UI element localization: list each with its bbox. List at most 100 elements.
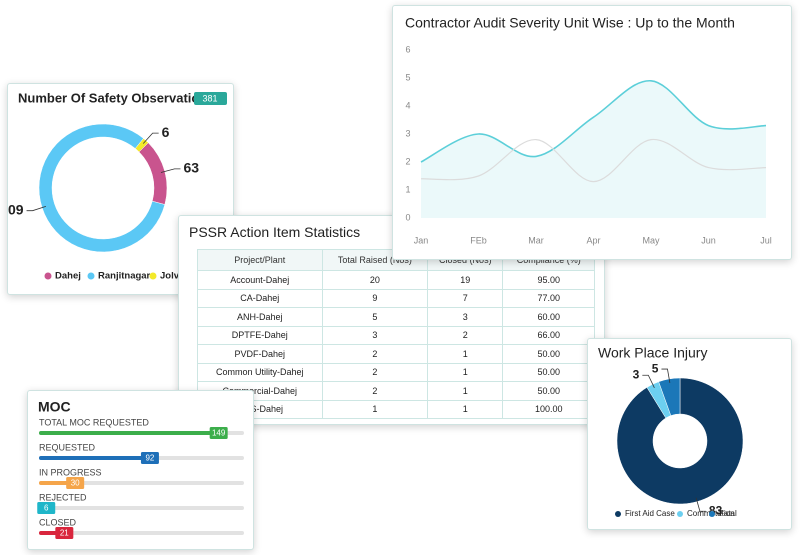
table-cell: 7	[427, 288, 504, 308]
chart-title: Contractor Audit Severity Unit Wise : Up…	[405, 15, 735, 31]
table-cell: DPTFE-Dahej	[197, 325, 323, 345]
x-tick-label: Jun	[701, 235, 716, 245]
table-cell: 2	[321, 362, 429, 382]
table-cell: 2	[321, 344, 429, 364]
chart-title: MOC	[38, 399, 71, 415]
table-cell: 3	[427, 307, 504, 327]
table-cell: Common Utility-Dahej	[197, 362, 323, 382]
table-row: CA-Dahej 9 7 77.00	[197, 288, 595, 308]
table-cell: 1	[427, 381, 504, 401]
legend-swatch	[615, 511, 621, 517]
table-cell: 9	[321, 288, 429, 308]
value-badge	[140, 452, 159, 464]
bar-label: CLOSED	[39, 517, 77, 527]
table-cell: 1	[427, 399, 504, 419]
leader-line	[661, 368, 671, 383]
legend-swatch	[677, 511, 683, 517]
moc-chart: MOC TOTAL MOC REQUESTED 149 REQUESTED 92 IN P…	[37, 399, 244, 539]
table-cell: 1	[427, 344, 504, 364]
leader-line	[695, 497, 706, 512]
value-badge	[37, 502, 56, 514]
bar	[39, 481, 76, 485]
x-tick-label: FEb	[470, 235, 487, 245]
legend-label: Dahej	[55, 271, 81, 282]
bar-track	[39, 506, 244, 510]
table-cell: 50.00	[502, 381, 595, 401]
table-row: CMS-Dahej 1 1 100.00	[197, 399, 595, 419]
bar-label: IN PROGRESS	[39, 467, 102, 477]
audit-card: Contractor Audit Severity Unit Wise : Up…	[392, 5, 792, 260]
legend-swatch	[44, 272, 52, 280]
donut-slice	[38, 123, 166, 253]
legend-label: Ranjitnagar	[98, 271, 151, 282]
donut-slice	[616, 377, 744, 505]
badge-label: 381	[202, 93, 217, 103]
y-tick-label: 5	[405, 72, 410, 82]
y-tick-label: 0	[405, 212, 410, 222]
badge	[194, 92, 227, 105]
table-cell: Account-Dahej	[197, 270, 323, 290]
y-tick-label: 1	[405, 184, 410, 194]
y-tick-label: 3	[405, 128, 410, 138]
bar-track	[39, 531, 244, 535]
table-cell: 3	[321, 325, 429, 345]
legend-swatch	[87, 272, 95, 280]
value-badge	[55, 527, 74, 539]
table-row: Common Utility-Dahej 2 1 50.00	[197, 362, 595, 382]
table-cell: 66.00	[502, 325, 595, 345]
chart-title: Work Place Injury	[598, 345, 707, 361]
pssr-table: Project/Plant Total Raised (Nos) Closed (N…	[197, 249, 595, 419]
data-label: 6	[44, 504, 49, 513]
table-cell: ANH-Dahej	[197, 307, 323, 327]
data-label: 149	[212, 429, 226, 438]
value-badge	[66, 477, 85, 489]
table-row: Commercial-Dahej 2 1 50.00	[197, 381, 595, 401]
table-cell: 95.00	[502, 270, 595, 290]
x-tick-label: Apr	[586, 235, 600, 245]
table-cell: 77.00	[502, 288, 595, 308]
table-title: PSSR Action Item Statistics	[189, 224, 361, 240]
legend-label: Jolva	[160, 271, 185, 282]
data-label: 30	[71, 479, 80, 488]
table-cell: 2	[321, 381, 429, 401]
x-tick-label: Jul	[760, 235, 772, 245]
data-label: 5	[652, 361, 659, 375]
table-cell: 1	[321, 399, 429, 419]
donut-slice	[138, 142, 168, 205]
y-tick-label: 6	[405, 44, 410, 54]
table-cell: 50.00	[502, 344, 595, 364]
x-tick-label: May	[642, 235, 660, 245]
leader-line	[642, 374, 655, 389]
table-row: DPTFE-Dahej 3 2 66.00	[197, 325, 595, 345]
data-label: 6	[162, 124, 170, 140]
x-tick-label: Jan	[414, 235, 429, 245]
legend-swatch	[149, 272, 157, 280]
y-tick-label: 4	[405, 100, 410, 110]
table-cell: 2	[427, 325, 504, 345]
table-cell: 50.00	[502, 362, 595, 382]
bar-track	[39, 481, 244, 485]
bar-label: REQUESTED	[39, 442, 96, 452]
y-tick-label: 2	[405, 156, 410, 166]
table-cell: 20	[321, 270, 429, 290]
table-cell: 60.00	[502, 307, 595, 327]
moc-card: MOC TOTAL MOC REQUESTED 149 REQUESTED 92 IN P…	[27, 390, 254, 550]
chart-title: Number Of Safety Observation	[18, 90, 207, 105]
table-cell: CA-Dahej	[197, 288, 323, 308]
legend-label: Fatal	[719, 509, 737, 518]
data-label: 92	[145, 454, 154, 463]
leader-line	[26, 206, 47, 212]
table-cell: PVDF-Dahej	[197, 344, 323, 364]
bar-label: REJECTED	[39, 492, 87, 502]
leader-line	[160, 168, 181, 173]
column-header: Project/Plant	[197, 249, 323, 271]
bar-label: TOTAL MOC REQUESTED	[39, 417, 149, 427]
table-cell: 100.00	[502, 399, 595, 419]
table-row: Account-Dahej 20 19 95.00	[197, 270, 595, 290]
leader-line	[142, 132, 159, 144]
